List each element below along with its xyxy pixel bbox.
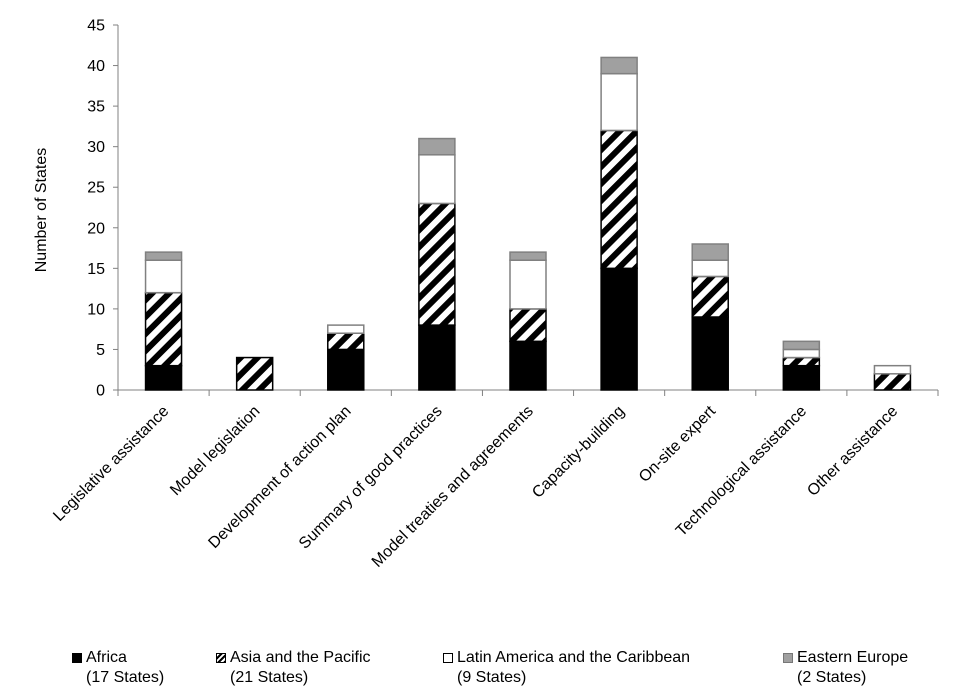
- y-tick-label: 15: [87, 261, 105, 278]
- legend-swatch-asia-pacific: [216, 653, 226, 663]
- x-tick-label: Capacity-building: [529, 403, 628, 502]
- y-tick-label: 5: [96, 342, 105, 359]
- bar-latin-america-and-the-caribbean: [418, 154, 456, 205]
- x-tick-label: Model treaties and agreements: [369, 403, 537, 571]
- y-tick-label: 30: [87, 139, 105, 156]
- y-tick-label: 20: [87, 220, 105, 237]
- bar-asia-and-the-pacific: [235, 356, 274, 391]
- y-tick-label: 45: [87, 18, 105, 35]
- bar-asia-and-the-pacific: [327, 332, 365, 351]
- legend-swatch-eastern-europe: [783, 653, 793, 663]
- x-tick-label: Other assistance: [804, 403, 901, 500]
- bar-asia-and-the-pacific: [144, 291, 183, 367]
- bar-eastern-europe: [600, 56, 638, 75]
- legend-sublabel: (21 States): [230, 669, 309, 686]
- bar-latin-america-and-the-caribbean: [509, 259, 547, 310]
- legend-swatch-latin-america: [443, 653, 453, 663]
- bar-eastern-europe: [782, 340, 821, 351]
- legend-swatch-africa: [72, 653, 82, 663]
- legend-label: Asia and the Pacific: [230, 649, 371, 666]
- legend-label: Africa: [86, 649, 127, 666]
- bar-asia-and-the-pacific: [509, 308, 547, 343]
- legend-sublabel: (9 States): [457, 669, 527, 686]
- bar-asia-and-the-pacific: [600, 129, 638, 270]
- bar-africa: [691, 316, 729, 391]
- y-tick-label: 40: [87, 58, 105, 75]
- x-tick-label: Model legislation: [167, 403, 263, 499]
- bar-latin-america-and-the-caribbean: [873, 364, 912, 375]
- bar-eastern-europe: [509, 251, 547, 261]
- bar-africa: [600, 267, 638, 391]
- bar-africa: [327, 348, 365, 391]
- y-tick-label: 0: [96, 383, 105, 400]
- y-axis-title: Number of States: [33, 148, 50, 273]
- y-tick-label: 10: [87, 301, 105, 318]
- bar-asia-and-the-pacific: [782, 356, 821, 367]
- bar-asia-and-the-pacific: [418, 202, 456, 326]
- bar-africa: [509, 340, 547, 391]
- x-tick-label: On-site expert: [636, 402, 719, 485]
- x-tick-label: Summary of good practices: [296, 403, 446, 553]
- bar-africa: [144, 364, 183, 391]
- y-tick-label: 35: [87, 99, 105, 116]
- bar-asia-and-the-pacific: [691, 275, 729, 318]
- bar-africa: [418, 324, 456, 391]
- x-tick-label: Legislative assistance: [50, 403, 172, 525]
- bar-eastern-europe: [144, 251, 183, 261]
- legend-sublabel: (2 States): [797, 669, 867, 686]
- legend-sublabel: (17 States): [86, 669, 165, 686]
- y-tick-label: 25: [87, 180, 105, 197]
- bar-africa: [782, 364, 821, 391]
- bar-latin-america-and-the-caribbean: [782, 348, 821, 359]
- bar-latin-america-and-the-caribbean: [144, 259, 183, 294]
- bar-eastern-europe: [691, 243, 729, 261]
- bar-latin-america-and-the-caribbean: [600, 72, 638, 132]
- bar-latin-america-and-the-caribbean: [327, 324, 365, 334]
- legend-label: Latin America and the Caribbean: [457, 649, 691, 666]
- bar-eastern-europe: [418, 137, 456, 156]
- bar-latin-america-and-the-caribbean: [691, 259, 729, 278]
- bar-asia-and-the-pacific: [873, 373, 912, 391]
- legend: Africa (17 States) Asia and the Pacific …: [0, 648, 958, 693]
- legend-label: Eastern Europe: [797, 649, 909, 666]
